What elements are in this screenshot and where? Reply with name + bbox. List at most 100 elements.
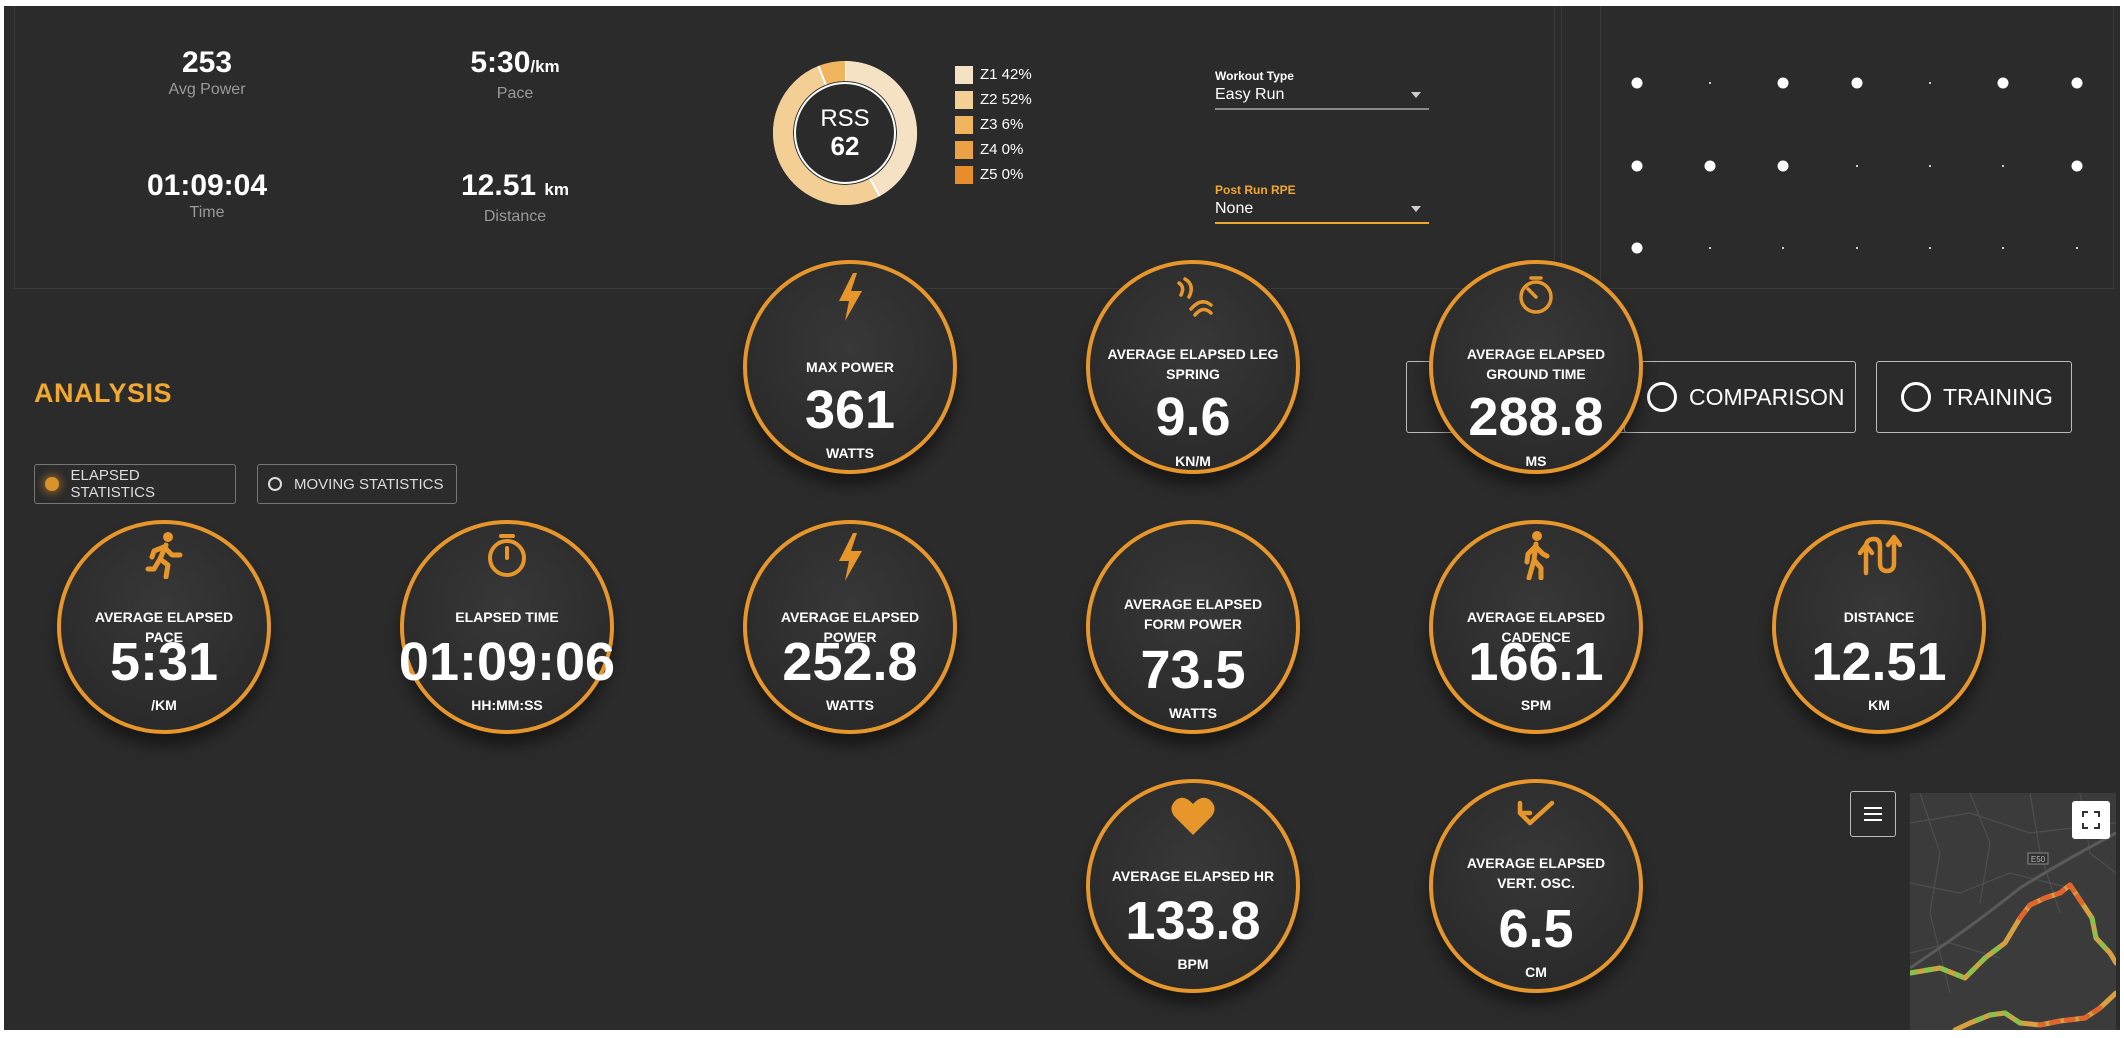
max-power-metric: MAX POWER 361 WATTS [743,260,957,474]
power-metric: AVERAGE ELAPSED POWER 252.8 WATTS [743,520,957,734]
zone-legend-item: Z3 6% [955,112,1032,137]
leg-spring-value: 9.6 [1155,387,1231,447]
dot-marker [1929,247,1931,249]
radio-ring-icon [1647,382,1677,412]
map-layers-menu-button[interactable] [1850,791,1896,837]
summary-divider [1554,6,1555,276]
workout-type-underline [1215,108,1429,110]
training-button[interactable]: TRAINING [1876,361,2072,433]
runner-icon [61,530,267,580]
stopwatch-icon [404,530,610,580]
zone-swatch [955,90,973,109]
menu-icon-bar [1864,819,1882,821]
zone-swatch [955,115,973,134]
rss-value: 62 [830,131,860,161]
avg-power-value: 253 [181,46,233,79]
time-label: Time [189,204,225,221]
heart-rate-label: AVERAGE ELAPSED HR [1111,868,1275,884]
moving-statistics-toggle[interactable]: MOVING STATISTICS [257,464,457,504]
rss-donut: RSS 62 [770,58,920,208]
form-power-metric: AVERAGE ELAPSED FORM POWER 73.5 WATTS [1086,520,1300,734]
timer-icon [1433,270,1639,320]
rss-segment-separator [869,178,881,197]
pace-unit: /km [530,57,560,76]
ground-time-value: 288.8 [1468,387,1604,447]
pace-label: Pace [496,85,534,102]
leg-spring-label: AVERAGE ELAPSED LEG SPRING [1107,346,1279,382]
spring-icon [1090,272,1296,322]
rss-label: RSS [820,105,870,132]
heart-rate-unit: BPM [1177,956,1209,972]
radio-ring-icon [1901,382,1931,412]
rss-segment-separator [817,65,827,86]
cadence-value: 166.1 [1468,632,1604,692]
zone-legend-item: Z5 0% [955,162,1032,187]
vert-osc-label: AVERAGE ELAPSED VERT. OSC. [1466,855,1606,891]
run-summary-panel: 253 Avg Power 5:30/km Pace 01:09:04 Time… [14,6,1562,289]
unselected-radio-icon [268,477,282,491]
heart-rate-value: 133.8 [1125,891,1261,951]
comparison-button-label: COMPARISON [1689,383,1845,410]
post-run-rpe-underline [1215,222,1429,224]
vert-osc-metric: AVERAGE ELAPSED VERT. OSC. 6.5 CM [1429,779,1643,993]
avg-power-label: Avg Power [168,81,246,98]
distance-stat: 12.51 km Distance [395,169,635,227]
heart-rate-metric: AVERAGE ELAPSED HR 133.8 BPM [1086,779,1300,993]
dot-marker [1631,160,1643,172]
avg-power-stat: 253 Avg Power [87,46,327,100]
elapsed-time-metric: ELAPSED TIME 01:09:06 HH:MM:SS [399,520,615,734]
pace-metric: AVERAGE ELAPSED PACE 5:31 /KM [57,520,271,734]
zone-label: Z2 52% [980,91,1032,108]
fullscreen-icon [2082,811,2100,829]
comparison-button[interactable]: COMPARISON [1624,361,1856,433]
workout-type-select[interactable]: Workout Type Easy Run [1215,68,1429,110]
elapsed-statistics-label: ELAPSED STATISTICS [70,467,155,501]
zone-legend-item: Z4 0% [955,137,1032,162]
fullscreen-button[interactable] [2072,801,2110,839]
dot-marker [1777,160,1789,172]
ground-time-metric: AVERAGE ELAPSED GROUND TIME 288.8 MS [1429,260,1643,474]
dropdown-arrow-icon[interactable] [1411,206,1421,212]
distance-metric-unit: KM [1868,697,1890,713]
zone-swatch [955,65,973,84]
dot-marker [1997,77,2009,89]
heart-icon [1090,791,1296,841]
zone-label: Z4 0% [980,141,1024,158]
dropdown-arrow-icon[interactable] [1411,92,1421,98]
dot-marker [2071,77,2083,89]
dot-grid-panel [1600,6,2114,289]
dot-marker [1782,247,1784,249]
dot-marker [1709,247,1711,249]
dot-marker [2071,160,2083,172]
zone-legend-item: Z1 42% [955,62,1032,87]
selected-radio-icon [45,477,59,491]
distance-metric: DISTANCE 12.51 KM [1772,520,1986,734]
route-map[interactable]: E50 [1910,793,2116,1030]
leg-spring-unit: KN/M [1175,453,1211,469]
lightning-icon [747,272,953,322]
distance-metric-value: 12.51 [1811,632,1947,692]
dot-marker [2002,165,2004,167]
pace-value: 5:30 [470,46,531,79]
dot-marker [1709,82,1711,84]
zone-label: Z1 42% [980,66,1032,83]
menu-icon-bar [1864,813,1882,815]
post-run-rpe-value: None [1215,200,1254,217]
dot-marker [1856,165,1858,167]
lightning-icon [747,532,953,582]
dot-marker [1777,77,1789,89]
rss-segment [844,61,917,197]
post-run-rpe-label: Post Run RPE [1215,183,1296,197]
route-map-graphic: E50 [1910,793,2116,1030]
moving-statistics-label: MOVING STATISTICS [294,475,444,493]
route-arrows-icon [1776,530,1982,580]
form-power-unit: WATTS [1169,705,1217,721]
form-power-value: 73.5 [1140,640,1246,700]
zone-legend-item: Z2 52% [955,87,1032,112]
post-run-rpe-select[interactable]: Post Run RPE None [1215,182,1429,224]
elapsed-statistics-toggle[interactable]: ELAPSED STATISTICS [34,464,236,504]
zone-legend: Z1 42% Z2 52% Z3 6% Z4 0% Z5 0% [955,62,1032,187]
distance-value: 12.51 [461,169,537,202]
time-stat: 01:09:04 Time [87,169,327,223]
power-value: 252.8 [782,632,918,692]
